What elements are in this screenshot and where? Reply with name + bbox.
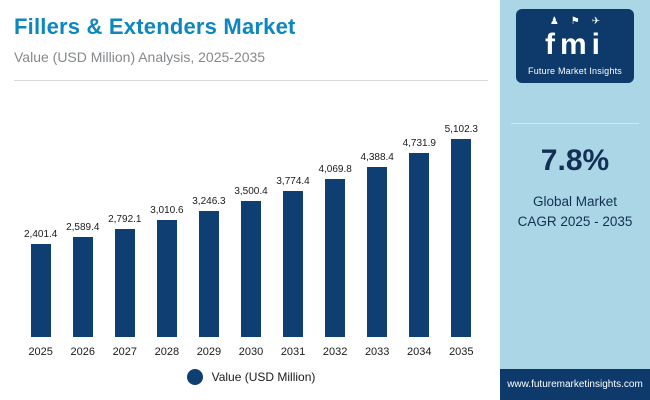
x-axis-label: 2029 — [196, 346, 222, 358]
x-axis-label: 2028 — [154, 346, 180, 358]
x-axis-label: 2035 — [449, 346, 474, 358]
fmi-logo: ♟ ⚑ ✈ fmi Future Market Insights — [516, 9, 634, 83]
bar — [409, 153, 430, 337]
x-axis-label: 2033 — [364, 346, 390, 358]
cagr-label-line2: CAGR 2025 - 2035 — [517, 213, 633, 229]
x-axis-label: 2032 — [322, 346, 348, 358]
x-axis-label: 2030 — [238, 346, 264, 358]
bar-column: 4,069.8 2032 — [318, 164, 351, 358]
legend: Value (USD Million) — [14, 358, 488, 392]
bar-value-label: 3,774.4 — [276, 176, 310, 187]
bar-column: 4,731.9 2034 — [403, 138, 436, 358]
bar — [30, 244, 51, 337]
logo-icons: ♟ ⚑ ✈ — [522, 17, 628, 27]
x-axis-label: 2026 — [70, 346, 95, 358]
cagr-label: Global Market CAGR 2025 - 2035 — [518, 192, 633, 233]
x-axis-label: 2034 — [407, 346, 432, 358]
bar-value-label: 2,401.4 — [24, 229, 58, 240]
bar-column: 3,010.6 2028 — [150, 205, 183, 358]
bar — [325, 179, 346, 337]
panel-divider — [511, 122, 639, 124]
bar-value-label: 3,246.3 — [192, 196, 226, 207]
bar-column: 4,388.4 2033 — [361, 152, 394, 358]
bar — [156, 220, 177, 337]
bar-value-label: 2,792.1 — [108, 214, 142, 225]
bar-column: 2,792.1 2027 — [108, 214, 141, 358]
bar-value-label: 2,589.4 — [66, 222, 100, 233]
logo-caption: Future Market Insights — [528, 65, 622, 76]
bar — [451, 139, 472, 337]
website-link[interactable]: www.futuremarketinsights.com — [500, 369, 650, 400]
bar-column: 3,774.4 2031 — [276, 176, 309, 358]
bar-column: 3,246.3 2029 — [192, 196, 225, 358]
bar — [367, 167, 388, 337]
bar-value-label: 4,069.8 — [318, 164, 352, 175]
bar — [72, 237, 93, 337]
bar-value-label: 3,010.6 — [150, 205, 184, 216]
bar-value-label: 4,388.4 — [360, 152, 394, 163]
chart-section: Fillers & Extenders Market Value (USD Mi… — [14, 14, 488, 392]
x-axis-label: 2031 — [280, 346, 306, 358]
bar — [241, 201, 261, 337]
cagr-label-line1: Global Market — [532, 193, 618, 209]
bar-value-label: 4,731.9 — [402, 138, 436, 149]
legend-marker-icon — [186, 369, 203, 385]
header: Fillers & Extenders Market Value (USD Mi… — [14, 14, 488, 65]
page-title: Fillers & Extenders Market — [14, 14, 296, 39]
plane-icon: ✈ — [591, 16, 601, 27]
person-icon: ♟ — [549, 16, 559, 27]
bar-column: 2,589.4 2026 — [66, 222, 99, 358]
bar-column: 5,102.3 2035 — [445, 124, 478, 358]
cagr-value: 7.8% — [540, 143, 610, 177]
bar — [198, 211, 219, 337]
bar — [114, 229, 135, 337]
legend-label: Value (USD Million) — [211, 370, 316, 384]
x-axis-label: 2025 — [28, 346, 53, 358]
bar-column: 2,401.4 2025 — [24, 229, 57, 358]
sidebar: ♟ ⚑ ✈ fmi Future Market Insights 7.8% Gl… — [500, 0, 650, 400]
flag-icon: ⚑ — [570, 16, 580, 27]
logo-text: fmi — [545, 28, 605, 61]
bar-chart: 2,401.4 2025 2,589.4 2026 2,792.1 2027 3,010.6… — [14, 85, 488, 358]
x-axis-label: 2027 — [112, 346, 138, 358]
header-divider — [14, 80, 488, 81]
bar — [283, 191, 304, 337]
page-subtitle: Value (USD Million) Analysis, 2025-2035 — [14, 49, 266, 65]
bar-value-label: 5,102.3 — [444, 124, 478, 135]
bar-column: 3,500.4 2030 — [234, 186, 267, 358]
bar-value-label: 3,500.4 — [234, 186, 268, 197]
